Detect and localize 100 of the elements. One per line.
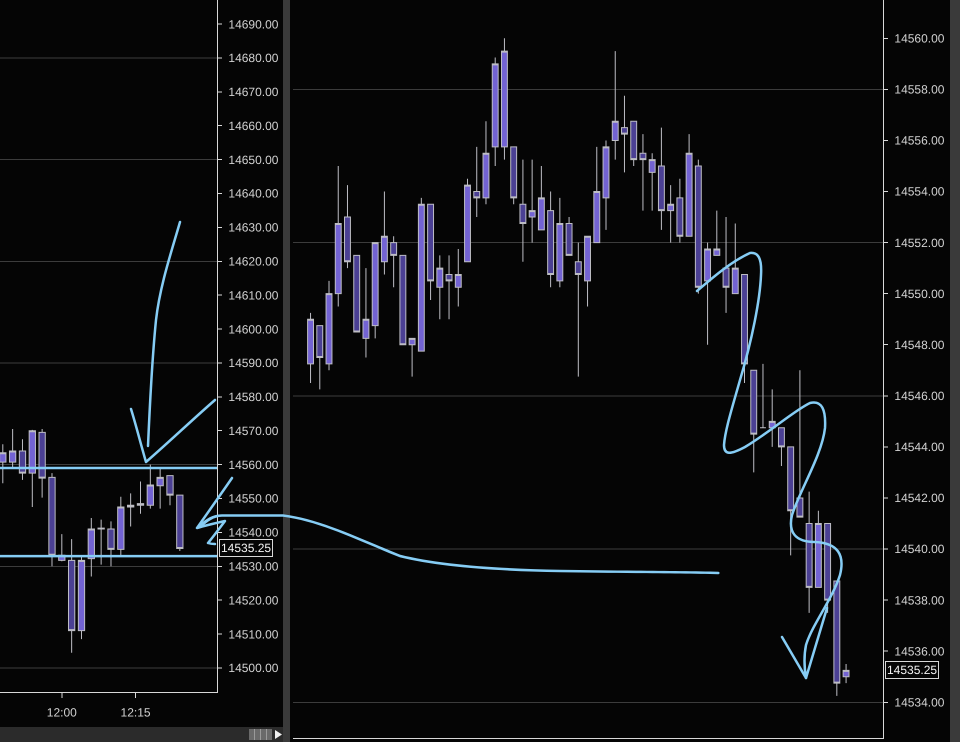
y-tick-label: 14590.00 [228,356,279,370]
y-tick-label: 14546.00 [894,389,945,404]
candlestick [814,510,822,588]
candlestick [446,254,452,320]
y-tick-label: 14600.00 [228,322,279,336]
candlestick [732,222,739,294]
candlestick [694,159,702,294]
candlestick [806,491,813,614]
candlestick [8,428,16,468]
candlestick [464,178,471,262]
x-tick-label: 12:00 [46,705,78,720]
y-tick-label: 14552.00 [894,236,945,250]
y-tick-label: 14556.00 [894,134,945,148]
candlestick [97,519,105,566]
y-tick-label: 14670.00 [228,85,279,100]
y-tick-label: 14580.00 [228,390,279,404]
candlestick [584,236,591,307]
candlestick [78,556,86,640]
candlestick [353,254,360,332]
x-tick-label: 12:15 [120,705,151,720]
candlestick [326,280,332,371]
candlestick [519,159,526,262]
candlestick [380,191,388,276]
candlestick [18,438,26,480]
y-tick-label: 14530.00 [228,559,279,574]
y-tick-label: 14542.00 [894,491,945,506]
candlestick [399,254,406,346]
y-tick-label: 14548.00 [894,338,945,352]
candlestick [372,242,379,339]
candlestick [146,464,154,510]
candlestick [778,427,785,467]
candlestick [796,370,804,518]
candlestick [38,428,46,498]
candlestick [768,388,776,448]
candlestick [566,216,573,256]
y-tick-label: 14558.00 [894,82,945,97]
candlestick [117,496,124,557]
y-tick-label: 14620.00 [228,254,279,268]
candlestick [787,446,794,556]
y-tick-label: 14630.00 [228,220,279,235]
candlestick [482,120,490,205]
candlestick [390,236,398,288]
y-tick-label: 14520.00 [228,593,279,608]
y-tick-label: 14534.00 [894,695,945,710]
candlestick [136,481,144,514]
y-tick-label: 14560.00 [228,458,279,472]
y-tick-label: 14540.00 [894,542,945,556]
y-tick-label: 14570.00 [228,424,279,438]
candlestick [639,134,646,212]
candlestick [547,191,554,288]
candlestick [492,56,499,166]
candlestick [418,197,425,352]
candlestick [842,663,850,684]
candlestick [454,248,462,307]
candlestick [556,197,564,288]
candlestick [676,178,684,244]
candlestick [612,50,619,160]
candlestick [722,216,730,314]
y-tick-label: 14640.00 [228,186,279,201]
candlestick [760,363,766,428]
candlestick [510,146,518,205]
y-tick-label: 14510.00 [228,627,279,642]
candlestick [538,165,545,230]
y-tick-label: 14536.00 [894,644,945,658]
candlestick [713,210,720,256]
candlestick [436,254,444,320]
candlestick [344,184,351,269]
candlestick [704,242,712,346]
candlestick [686,134,693,237]
y-tick-label: 14680.00 [228,51,279,66]
candlestick [658,127,665,230]
candlestick [741,274,748,384]
candlestick [824,522,832,614]
candlestick [88,517,95,577]
y-tick-label: 14660.00 [228,118,279,133]
y-tick-label: 14550.00 [228,492,279,506]
candlestick [68,538,76,654]
y-tick-label: 14650.00 [228,152,279,167]
y-tick-label: 14538.00 [894,593,945,608]
y-tick-label: 14500.00 [228,661,279,676]
candlestick [408,338,416,378]
candlestick [621,95,628,173]
candlestick [667,184,674,244]
candlestick [48,472,56,567]
candlestick [334,165,342,307]
text: 14535.25 [887,663,938,677]
y-tick-label: 14544.00 [894,440,945,454]
candlestick [630,120,638,166]
candlestick [316,325,324,390]
y-tick-label: 14540.00 [228,526,279,540]
candlestick [750,370,758,473]
y-tick-label: 14610.00 [228,288,279,302]
candlestick [107,520,115,567]
candlestick [593,146,600,244]
candlestick [602,140,610,230]
y-tick-label: 14550.00 [894,286,945,301]
candlestick [833,580,840,696]
text: 14535.25 [221,541,272,555]
candlestick [0,444,6,484]
candlestick [362,268,370,358]
